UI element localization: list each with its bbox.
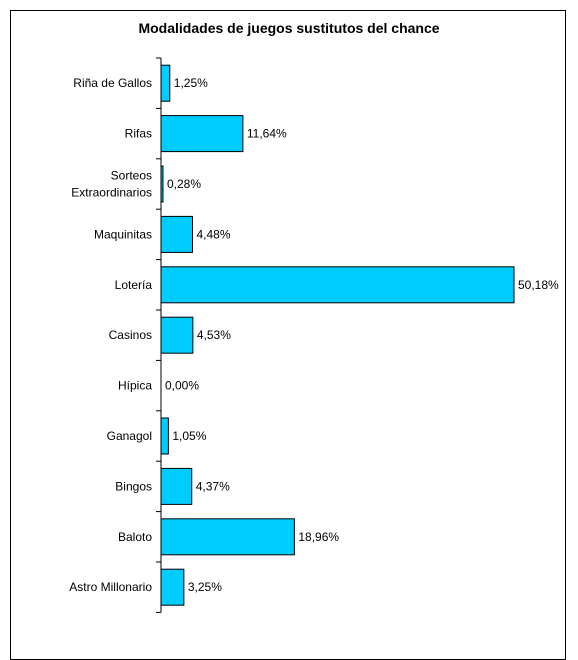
category-label: Hípica [118,379,152,393]
category-label: Astro Millonario [69,580,152,594]
bar [160,165,164,203]
value-label: 4,37% [196,479,230,493]
bar [160,266,515,304]
category-label: Baloto [118,530,152,544]
value-label: 50,18% [518,278,559,292]
category-label: Ganagol [107,429,152,443]
value-label: 1,25% [174,76,208,90]
value-label: 1,05% [172,429,206,443]
category-label: Maquinitas [94,227,152,241]
value-label: 4,53% [197,328,231,342]
category-label: Sorteos Extraordinarios [71,169,152,200]
bars [160,64,515,606]
value-labels: 1,25% 11,64% 0,28% 4,48% 50,18% 4,53% 0,00% 1,0… [165,76,559,594]
bar [160,417,169,455]
category-label: Riña de Gallos [73,76,152,90]
value-label: 0,28% [167,177,201,191]
bar [160,115,244,153]
value-label: 11,64% [247,127,287,141]
category-label: Bingos [115,479,152,493]
category-label: Lotería [115,278,153,292]
value-label: 3,25% [188,580,222,594]
category-label: Casinos [109,328,152,342]
bar [160,215,194,253]
bar [160,467,193,505]
value-label: 0,00% [165,379,199,393]
chart-title: Modalidades de juegos sustitutos del cha… [138,20,440,36]
value-label: 4,48% [197,227,231,241]
bar [160,316,194,354]
y-axis-ticks [156,57,161,613]
category-labels: Riña de Gallos Rifas Sorteos Extraordinario… [69,76,152,594]
category-label: Rifas [125,127,152,141]
value-label: 18,96% [298,530,339,544]
bar [160,518,295,556]
bar [160,568,185,606]
bar [160,64,171,102]
